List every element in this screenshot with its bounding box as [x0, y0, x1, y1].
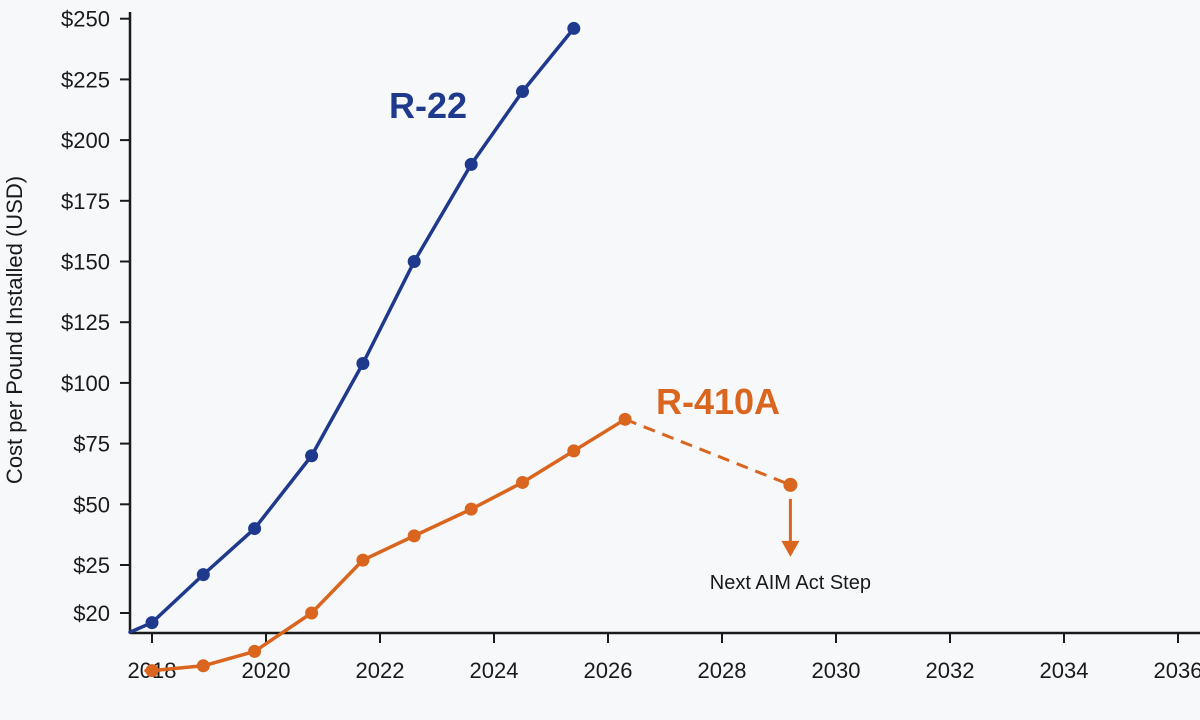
x-axis: 2018202020222024202620282030203220342036: [128, 631, 1200, 683]
data-point-r-22: [356, 356, 370, 370]
y-tick-label: $50: [73, 492, 110, 517]
data-point-r-22: [567, 21, 581, 35]
y-axis-label: Cost per Pound Installed (USD): [2, 176, 27, 484]
series-line-r-22: [128, 26, 576, 634]
series-layer: R-22 R-410A: [128, 21, 800, 678]
data-point-r-22: [145, 616, 159, 630]
data-point-r-22: [464, 157, 478, 171]
data-point-r-410a: [248, 644, 262, 658]
y-tick-label: $20: [73, 601, 110, 626]
x-tick-label: 2036: [1154, 658, 1200, 683]
projection-point-r-410a: [783, 477, 798, 492]
down-arrow-icon: [781, 540, 800, 557]
x-tick-label: 2032: [926, 658, 975, 683]
y-tick-label: $150: [61, 250, 110, 275]
data-point-r-410a: [356, 553, 370, 567]
data-point-r-410a: [516, 475, 529, 489]
x-tick-label: 2030: [812, 658, 861, 683]
data-point-r-22: [248, 522, 262, 536]
x-tick-label: 2026: [584, 658, 633, 683]
data-point-r-410a: [464, 502, 478, 516]
data-point-r-410a: [196, 659, 210, 673]
data-point-r-22: [516, 85, 529, 99]
y-tick-label: $200: [61, 128, 110, 153]
series-label-r-410a: R-410A: [656, 381, 780, 422]
x-tick-label: 2028: [698, 658, 747, 683]
y-tick-label: $175: [61, 189, 110, 214]
projection-line-r-410a: [624, 417, 791, 487]
annotation-layer: Next AIM Act Step: [710, 572, 871, 594]
annotation-label: Next AIM Act Step: [710, 572, 871, 594]
data-point-r-410a: [145, 664, 159, 678]
data-point-r-410a: [305, 606, 319, 620]
data-point-r-22: [196, 568, 210, 582]
x-tick-label: 2034: [1040, 658, 1089, 683]
y-axis: $20 $25 $50 $75 $100 $125 $150 $175 $200 $225 $250: [61, 7, 132, 633]
data-point-r-22: [305, 449, 319, 463]
data-point-r-22: [407, 255, 421, 268]
data-point-r-410a: [567, 444, 581, 458]
series-label-r-22: R-22: [389, 85, 467, 126]
x-tick-label: 2024: [470, 658, 519, 683]
y-tick-label: $75: [73, 432, 110, 457]
y-tick-label: $225: [61, 67, 110, 92]
x-tick-label: 2020: [242, 658, 291, 683]
data-point-r-410a: [407, 529, 421, 543]
x-tick-label: 2022: [356, 658, 405, 683]
y-tick-label: $125: [61, 310, 110, 335]
y-tick-label: $100: [61, 371, 110, 396]
y-tick-label: $250: [61, 7, 110, 32]
y-tick-label: $25: [73, 553, 110, 578]
